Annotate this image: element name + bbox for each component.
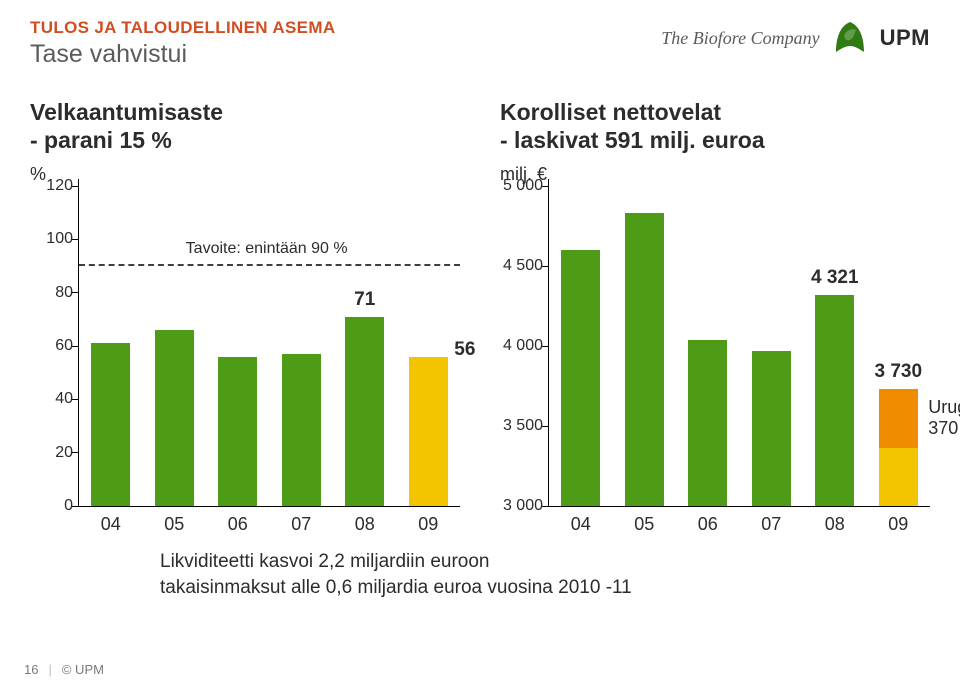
gearing-chart: Velkaantumisaste - parani 15 % % 0204060…	[30, 99, 460, 539]
bar-slot: 04	[79, 187, 143, 506]
bar-slot: Uruguay3703 73009	[867, 187, 931, 506]
bar-slot: 07	[740, 187, 804, 506]
bar-segment	[879, 448, 918, 506]
bar	[879, 389, 918, 506]
x-category-label: 09	[418, 514, 438, 535]
y-tick-label: 20	[55, 444, 73, 462]
bar	[155, 330, 194, 506]
bar-slot: 06	[676, 187, 740, 506]
y-tick-label: 80	[55, 284, 73, 302]
copyright: © UPM	[62, 662, 104, 677]
footnote-line: takaisinmaksut alle 0,6 miljardia euroa …	[160, 575, 930, 601]
chart-plot: 020406080100120Tavoite: enintään 90 %040…	[78, 187, 460, 507]
bar	[409, 357, 448, 506]
x-category-label: 05	[634, 514, 654, 535]
y-tick-label: 0	[64, 497, 73, 515]
bar-value-label: 71	[354, 289, 375, 311]
y-tick-label: 5 000	[503, 177, 543, 195]
bar	[345, 317, 384, 506]
bar	[218, 357, 257, 506]
bar-segment	[879, 389, 918, 448]
bar-segment	[561, 250, 600, 506]
segment-label: Uruguay370	[928, 397, 960, 439]
footnotes: Likviditeetti kasvoi 2,2 miljardiin euro…	[160, 549, 930, 600]
x-category-label: 09	[888, 514, 908, 535]
x-category-label: 07	[761, 514, 781, 535]
brand-tagline: The Biofore Company	[661, 28, 819, 49]
bar-value-label: 56	[454, 339, 475, 361]
bar-slot: 05	[143, 187, 207, 506]
bar	[91, 343, 130, 506]
bar	[282, 354, 321, 506]
x-category-label: 08	[825, 514, 845, 535]
bar-segment	[688, 340, 727, 506]
bars-container: 0405060771085609	[79, 187, 460, 506]
net-debt-chart: Korolliset nettovelat - laskivat 591 mil…	[500, 99, 930, 539]
y-tick-label: 3 500	[503, 417, 543, 435]
x-category-label: 06	[228, 514, 248, 535]
x-category-label: 05	[164, 514, 184, 535]
x-category-label: 06	[698, 514, 718, 535]
page-number: 16	[24, 662, 38, 677]
x-category-label: 08	[355, 514, 375, 535]
y-tick-label: 100	[46, 230, 73, 248]
y-tick-label: 3 000	[503, 497, 543, 515]
chart-title: Velkaantumisaste	[30, 99, 460, 126]
x-category-label: 04	[571, 514, 591, 535]
bar	[752, 351, 791, 506]
chart-subtitle: - laskivat 591 milj. euroa	[500, 127, 930, 154]
y-axis-unit: milj. €	[500, 164, 930, 185]
bar-slot: 4 32108	[803, 187, 867, 506]
y-tick-label: 40	[55, 390, 73, 408]
footnote-line: Likviditeetti kasvoi 2,2 miljardiin euro…	[160, 549, 930, 575]
bar-slot: 05	[613, 187, 677, 506]
bar	[625, 213, 664, 506]
chart-plot: 3 0003 5004 0004 5005 000040506074 32108…	[548, 187, 930, 507]
y-tick-label: 120	[46, 177, 73, 195]
bar-value-label: 4 321	[811, 267, 859, 289]
charts-row: Velkaantumisaste - parani 15 % % 0204060…	[30, 99, 930, 539]
bar-segment	[625, 213, 664, 506]
bar-slot: 5609	[397, 187, 461, 506]
page-footer: 16 | © UPM	[24, 662, 104, 677]
page-subtitle: Tase vahvistui	[30, 40, 335, 69]
bar-value-label: 3 730	[874, 361, 922, 383]
y-tick-label: 4 500	[503, 257, 543, 275]
bar-slot: 06	[206, 187, 270, 506]
chart-title: Korolliset nettovelat	[500, 99, 930, 126]
header: TULOS JA TALOUDELLINEN ASEMA /* patch ki…	[30, 18, 930, 69]
griffin-logo-icon	[830, 18, 870, 58]
bar-slot: 7108	[333, 187, 397, 506]
title-block: TULOS JA TALOUDELLINEN ASEMA /* patch ki…	[30, 18, 335, 69]
bar-segment	[815, 295, 854, 506]
bar	[688, 340, 727, 506]
chart-subtitle: - parani 15 %	[30, 127, 460, 154]
bar	[561, 250, 600, 506]
brand-name: UPM	[880, 25, 930, 51]
kicker: TULOS JA TALOUDELLINEN ASEMA	[30, 18, 335, 38]
brand-block: The Biofore Company UPM	[661, 18, 930, 58]
x-category-label: 04	[101, 514, 121, 535]
y-axis-unit: %	[30, 164, 460, 185]
bar	[815, 295, 854, 506]
y-tick-label: 4 000	[503, 337, 543, 355]
bar-segment	[752, 351, 791, 506]
x-category-label: 07	[291, 514, 311, 535]
footer-separator: |	[48, 662, 51, 677]
y-tick-label: 60	[55, 337, 73, 355]
bars-container: 040506074 32108Uruguay3703 73009	[549, 187, 930, 506]
bar-slot: 04	[549, 187, 613, 506]
bar-slot: 07	[270, 187, 334, 506]
